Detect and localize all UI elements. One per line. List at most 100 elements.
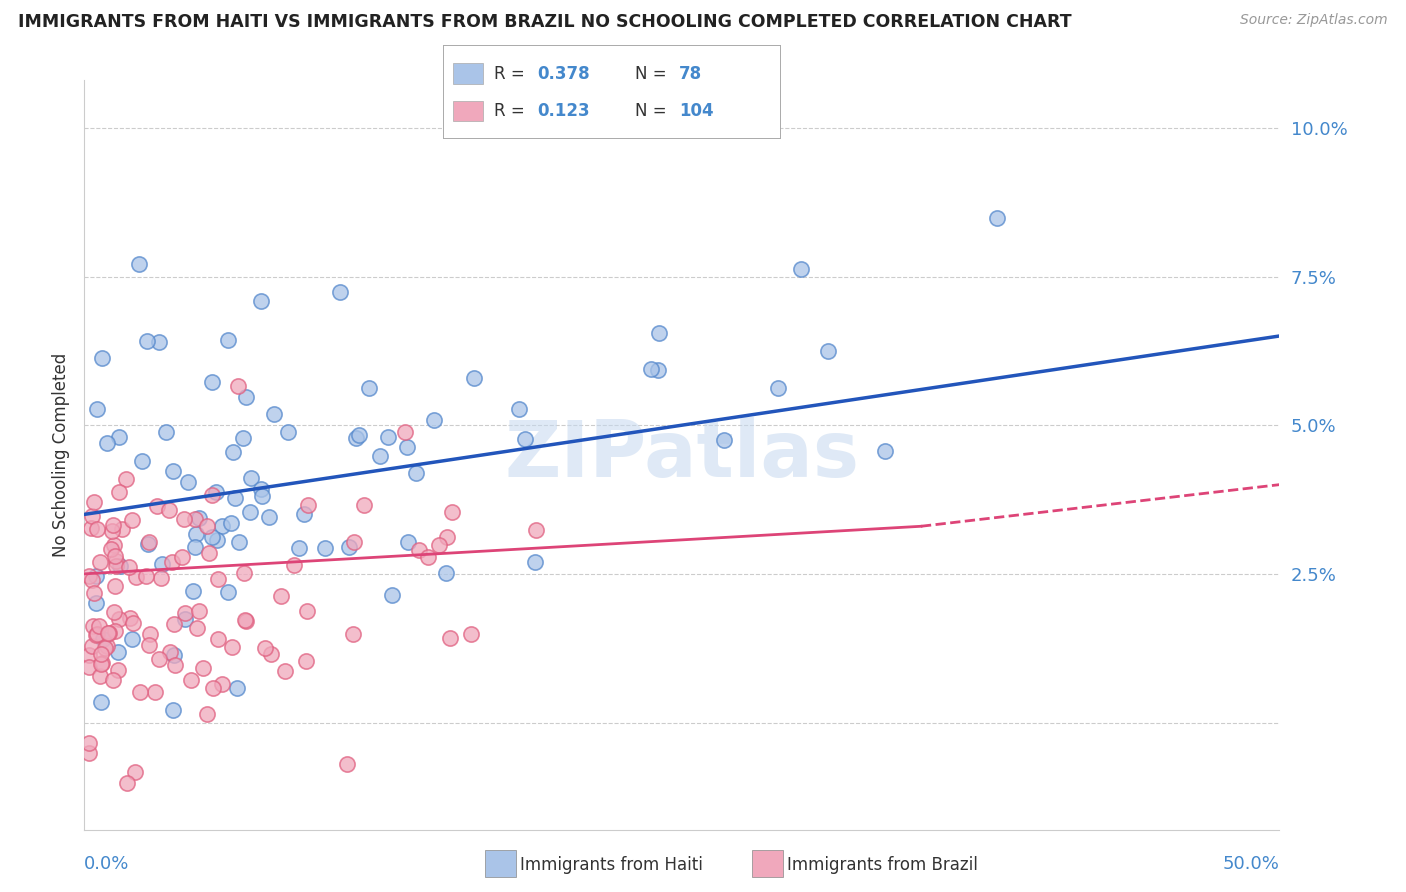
Point	[149, 571, 172, 585]
Point	[124, 764, 146, 779]
Point	[211, 519, 233, 533]
Point	[713, 433, 735, 447]
Point	[198, 546, 221, 560]
Point	[232, 431, 254, 445]
Point	[218, 333, 240, 347]
Point	[396, 440, 419, 454]
Point	[201, 488, 224, 502]
Text: N =: N =	[636, 102, 672, 120]
Point	[221, 640, 243, 655]
Point	[89, 668, 111, 682]
Point	[524, 556, 547, 570]
Point	[104, 579, 127, 593]
Point	[97, 626, 120, 640]
Point	[204, 485, 226, 500]
Point	[381, 588, 404, 602]
Point	[90, 657, 112, 672]
Point	[647, 363, 669, 377]
Point	[163, 658, 186, 673]
Point	[163, 648, 186, 663]
Point	[90, 647, 112, 661]
Text: 50.0%: 50.0%	[1223, 855, 1279, 872]
Point	[80, 508, 103, 523]
Point	[344, 431, 367, 445]
Text: Immigrants from Haiti: Immigrants from Haiti	[520, 856, 703, 874]
Point	[89, 555, 111, 569]
Point	[86, 569, 108, 583]
Point	[138, 536, 160, 550]
Point	[108, 611, 131, 625]
Point	[790, 261, 813, 276]
Point	[129, 685, 152, 699]
Point	[122, 616, 145, 631]
Point	[135, 569, 157, 583]
Point	[84, 628, 107, 642]
Point	[80, 521, 103, 535]
Point	[359, 381, 381, 395]
Point	[101, 673, 124, 687]
Point	[233, 613, 256, 627]
Point	[524, 523, 547, 537]
Point	[111, 522, 134, 536]
Text: 0.378: 0.378	[537, 64, 591, 83]
Point	[86, 402, 108, 417]
Point	[232, 566, 254, 580]
Point	[177, 475, 200, 489]
Point	[184, 527, 207, 541]
Point	[235, 614, 257, 628]
Point	[115, 776, 138, 790]
Point	[434, 566, 457, 580]
Point	[138, 638, 160, 652]
Point	[86, 596, 108, 610]
Point	[329, 285, 352, 300]
Text: 0.123: 0.123	[537, 102, 591, 120]
Point	[83, 494, 105, 508]
Point	[91, 656, 114, 670]
Point	[228, 534, 250, 549]
Point	[184, 540, 207, 554]
Point	[513, 432, 536, 446]
Point	[377, 430, 399, 444]
Point	[181, 583, 204, 598]
Point	[159, 502, 181, 516]
Point	[174, 607, 197, 621]
Text: Source: ZipAtlas.com: Source: ZipAtlas.com	[1240, 13, 1388, 28]
Point	[77, 660, 100, 674]
Point	[103, 517, 125, 532]
Point	[239, 505, 262, 519]
Point	[173, 512, 195, 526]
Point	[250, 482, 273, 496]
Point	[875, 443, 897, 458]
Point	[257, 510, 280, 524]
Point	[222, 445, 245, 459]
Point	[439, 632, 461, 646]
Point	[224, 491, 246, 505]
Text: 0.0%: 0.0%	[84, 855, 129, 872]
Point	[188, 604, 211, 618]
Point	[103, 538, 125, 552]
Point	[114, 472, 136, 486]
Point	[160, 555, 183, 569]
Point	[226, 379, 249, 393]
Point	[104, 559, 127, 574]
Point	[195, 707, 218, 722]
Point	[394, 425, 416, 439]
Point	[82, 573, 104, 587]
Text: 104: 104	[679, 102, 714, 120]
Point	[817, 344, 839, 359]
Point	[986, 211, 1008, 225]
Point	[288, 541, 311, 556]
Point	[146, 499, 169, 513]
Point	[297, 498, 319, 512]
Point	[201, 530, 224, 544]
Point	[77, 648, 100, 663]
Point	[217, 584, 239, 599]
Point	[368, 450, 391, 464]
Point	[135, 334, 157, 349]
Point	[104, 549, 127, 564]
Point	[640, 362, 662, 376]
Point	[91, 351, 114, 365]
Point	[186, 621, 208, 635]
Text: Immigrants from Brazil: Immigrants from Brazil	[787, 856, 979, 874]
Point	[207, 533, 229, 548]
